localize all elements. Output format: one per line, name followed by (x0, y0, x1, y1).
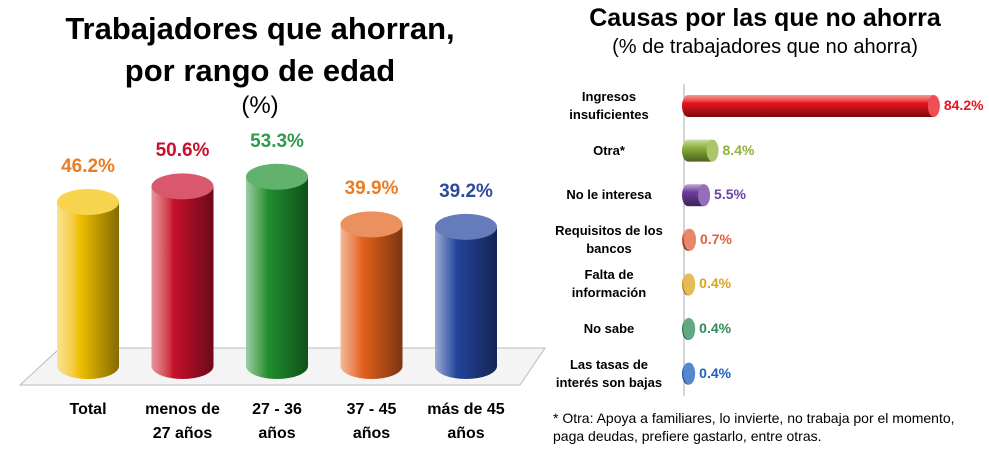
bar-body (57, 201, 119, 366)
bar-end (683, 362, 696, 385)
y-tick-label: Otra* (593, 142, 625, 158)
bar (246, 163, 308, 379)
value-label: 50.6% (155, 140, 210, 162)
chart-subtitle: (% de trabajadores que no ahorra) (612, 36, 918, 58)
note: * Otra: Apoya a familiares, lo invierte,… (553, 410, 955, 444)
bar (682, 139, 719, 162)
bar-end (698, 184, 711, 207)
bar (682, 273, 696, 296)
bar-body (151, 186, 214, 366)
value-label: 5.5% (714, 186, 746, 203)
x-tick-label: más de 45 años (427, 401, 505, 442)
value-label: 0.4% (699, 364, 732, 381)
x-tick-label: Total (69, 401, 107, 418)
bar (682, 228, 697, 251)
y-tick-label: Ingresos insuficientes (569, 89, 649, 122)
bar (435, 213, 497, 379)
bar-body (688, 95, 934, 117)
value-label: 39.2% (439, 180, 493, 202)
bar (340, 211, 403, 379)
bar-top (151, 173, 214, 200)
x-tick-label: 37 - 45 años (346, 401, 397, 442)
bar-end (683, 318, 696, 340)
bar (151, 173, 214, 379)
bar-end (706, 139, 719, 162)
bar-top (435, 213, 497, 240)
bar-body (688, 139, 713, 162)
bar-body (435, 226, 497, 366)
bar-top (57, 188, 119, 215)
x-tick-label: 27 - 36 años (252, 401, 302, 442)
y-tick-label: Las tasas de interés son bajas (555, 356, 663, 390)
value-label: 0.4% (699, 320, 732, 336)
chart-title: Causas por las que no ahorra (589, 4, 941, 32)
bar-end (927, 95, 940, 117)
chart-title: Trabajadores que ahorran, por rango de e… (65, 11, 455, 88)
y-tick-label: Falta de información (571, 267, 647, 301)
value-label: 84.2% (943, 97, 984, 113)
y-tick-label: No le interesa (566, 187, 652, 203)
bar-body (340, 224, 403, 366)
value-label: 8.4% (722, 141, 755, 158)
bar (57, 188, 119, 379)
bar (682, 184, 711, 207)
bar (682, 95, 940, 117)
y-tick-label: No sabe (583, 321, 635, 336)
value-label: 39.9% (344, 178, 399, 200)
bar-top (246, 163, 308, 190)
bar-top (340, 211, 403, 238)
x-tick-label: menos de 27 años (145, 401, 220, 442)
bar-body (246, 176, 308, 366)
y-tick-label: Requisitos de los bancos (555, 222, 663, 256)
bar (682, 318, 696, 340)
bar (682, 362, 696, 385)
bar-end (684, 228, 697, 251)
chart-subtitle: (%) (241, 92, 279, 119)
value-label: 0.7% (700, 230, 732, 247)
value-label: 0.4% (699, 275, 732, 292)
value-label: 53.3% (250, 130, 304, 152)
bar-end (683, 273, 696, 296)
value-label: 46.2% (61, 155, 115, 177)
